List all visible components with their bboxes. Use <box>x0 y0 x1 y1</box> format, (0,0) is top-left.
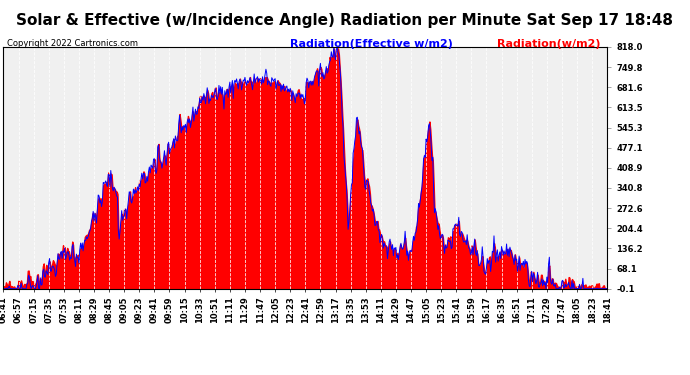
Text: Radiation(Effective w/m2): Radiation(Effective w/m2) <box>290 39 453 50</box>
Text: Solar & Effective (w/Incidence Angle) Radiation per Minute Sat Sep 17 18:48: Solar & Effective (w/Incidence Angle) Ra… <box>17 13 673 28</box>
Text: Copyright 2022 Cartronics.com: Copyright 2022 Cartronics.com <box>7 39 138 48</box>
Text: Radiation(w/m2): Radiation(w/m2) <box>497 39 600 50</box>
